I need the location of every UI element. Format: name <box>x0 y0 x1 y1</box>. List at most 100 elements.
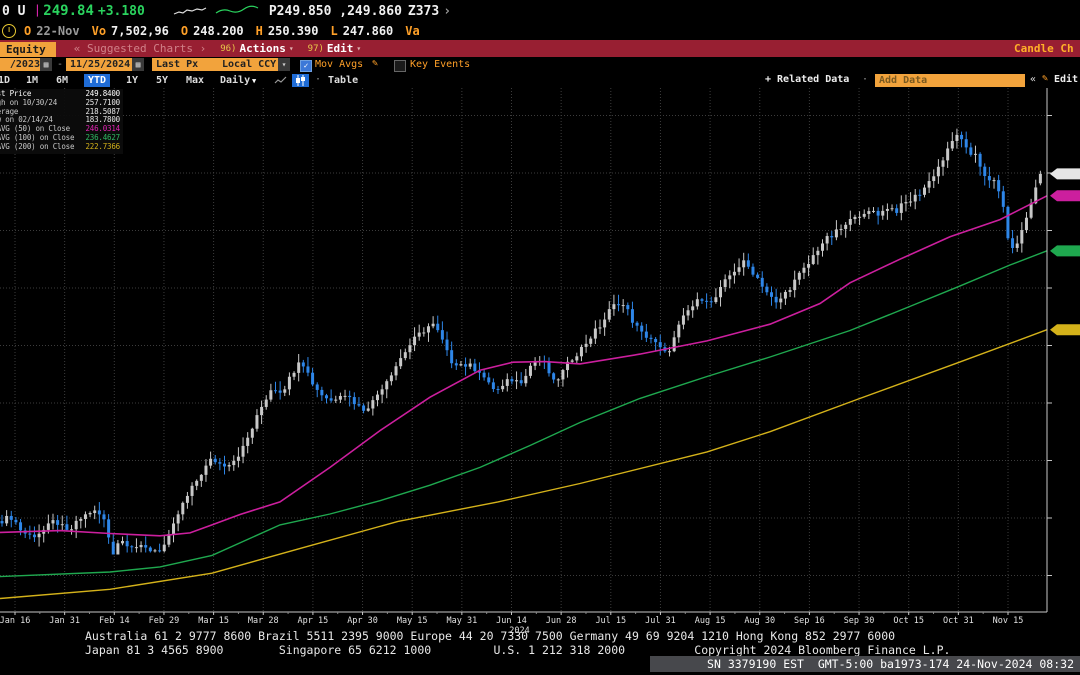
intraday-sparkline-icon <box>173 7 207 15</box>
tick-direction-icon: ᛁ <box>33 3 42 19</box>
related-data-caret: · <box>862 74 869 85</box>
x-tick-label: Apr 15 <box>297 616 329 626</box>
quote-size: Z373 <box>407 3 440 19</box>
legend-value: 257.7100 <box>85 97 120 107</box>
key-events-checkbox[interactable] <box>394 60 406 72</box>
x-tick-label: Feb 29 <box>148 616 180 626</box>
range-max[interactable]: Max <box>186 75 205 86</box>
sma-line <box>0 195 1048 537</box>
ohlc-token: 22-Nov <box>36 24 80 38</box>
range-toolbar: 1D 1M 6M YTD 1Y 5Y Max Daily ▼ · Table +… <box>0 73 1080 88</box>
edit-menu-number: 97) <box>307 43 324 54</box>
range-1m[interactable]: 1M <box>26 75 39 86</box>
x-tick-label: Oct 15 <box>893 616 925 626</box>
x-tick-label: Jul 31 <box>645 616 676 626</box>
edit-chart-button[interactable]: Edit Ch <box>1054 74 1080 85</box>
ohlc-values: O 22-Nov Vo 7,502,96 O 248.200 H 250.390 L 247.86… <box>16 24 420 38</box>
legend-value: 183.7800 <box>85 115 120 125</box>
legend-label: Last Price <box>0 89 32 98</box>
add-data-input[interactable]: Add Data <box>875 74 1025 87</box>
legend-value: 218.5087 <box>85 106 120 116</box>
mov-avgs-pencil-icon[interactable]: ✎ <box>372 58 379 69</box>
chart-settings-toolbar: /2023 ▦ - 11/25/2024 ▦ Last Px Local CCY… <box>0 57 1080 73</box>
field-select[interactable]: Last Px <box>152 58 218 71</box>
suggested-charts-menu[interactable]: « Suggested Charts › <box>73 42 207 55</box>
toolbar-separator-dot: · <box>315 74 322 85</box>
range-6m[interactable]: 6M <box>56 75 69 86</box>
range-1d[interactable]: 1D <box>0 75 11 86</box>
line-chart-icon <box>274 76 287 84</box>
mov-avgs-label[interactable]: Mov Avgs <box>315 59 364 70</box>
related-data-button[interactable]: + Related Data <box>765 74 850 85</box>
x-tick-label: Jul 15 <box>595 616 627 626</box>
x-tick-label: Feb 14 <box>98 616 130 626</box>
moving-average-line <box>0 195 1048 537</box>
legend-row: Last Price 249.8400 <box>0 89 120 99</box>
security-ticker-bar: 0 U ᛁ 249.84 +3.180 P249.850 ,249.860 Z3… <box>0 0 1080 22</box>
actions-caret-icon: ▾ <box>288 44 294 53</box>
x-tick-label: Jan 31 <box>49 616 80 626</box>
moving-average-line <box>0 250 1048 578</box>
frequency-select[interactable]: Daily <box>220 75 251 86</box>
bid-ask: P249.850 ,249.860 <box>268 3 402 19</box>
range-1y[interactable]: 1Y <box>126 75 139 86</box>
currency-select[interactable]: Local CCY <box>218 58 282 71</box>
candle-chart-type-button[interactable] <box>292 74 309 87</box>
date-to-input[interactable]: 11/25/2024 <box>66 58 136 71</box>
axes <box>0 88 1052 615</box>
ohlc-token: Va <box>405 24 420 38</box>
line-chart-type-button[interactable] <box>272 74 289 87</box>
x-tick-label: Mar 28 <box>247 616 279 626</box>
date-from-calendar-icon[interactable]: ▦ <box>40 58 52 71</box>
legend-value: 222.7366 <box>85 141 120 151</box>
x-tick-label: Sep 30 <box>843 616 875 626</box>
date-from-input[interactable]: /2023 <box>0 58 44 71</box>
edit-menu[interactable]: Edit <box>326 42 354 55</box>
table-button[interactable]: Table <box>328 75 359 86</box>
mov-avgs-checkbox[interactable]: ✓ <box>300 60 312 72</box>
x-tick-label: May 15 <box>396 616 428 626</box>
price-change: +3.180 <box>97 3 145 19</box>
range-5y[interactable]: 5Y <box>156 75 169 86</box>
x-tick-label: Mar 15 <box>198 616 229 626</box>
footer-contacts-line1: Australia 61 2 9777 8600 Brazil 5511 239… <box>85 629 896 643</box>
ohlc-token: 248.200 <box>193 24 244 38</box>
x-axis-year-label: 2024 <box>509 626 530 636</box>
gridlines <box>0 88 1047 612</box>
x-tick-label: Aug 15 <box>694 616 726 626</box>
price-marker-tag <box>1050 168 1080 180</box>
alert-clock-icon: ǀ <box>2 24 16 38</box>
ohlc-token: O <box>24 24 32 38</box>
price-axis-markers <box>1050 168 1080 336</box>
candlestick-chart[interactable] <box>0 88 1080 615</box>
currency-caret-icon[interactable]: ▾ <box>278 58 290 71</box>
range-ytd[interactable]: YTD <box>84 74 111 87</box>
ohlc-token: O <box>180 24 189 38</box>
expand-caret-icon[interactable]: › <box>443 3 452 19</box>
sma-line <box>0 329 1048 600</box>
legend-label: Average <box>0 106 19 116</box>
sma-line <box>0 250 1048 578</box>
x-tick-label: May 31 <box>446 616 478 626</box>
legend-row: Average 218.5087 <box>0 106 120 117</box>
key-events-label[interactable]: Key Events <box>410 59 471 70</box>
function-name-label: Candle Ch <box>1014 42 1074 55</box>
ohlc-token: L <box>330 24 338 38</box>
actions-menu-number: 96) <box>220 43 237 54</box>
ohlc-token: 247.860 <box>342 24 394 38</box>
last-price: 249.84 <box>43 3 94 19</box>
footer-session-info: SN 3379190 EST GMT-5:00 ba1973-174 24-No… <box>650 656 1080 672</box>
tab-equity[interactable]: Equity <box>0 41 56 57</box>
edit-caret-icon: ▾ <box>356 44 362 53</box>
actions-menu[interactable]: Actions <box>239 42 286 55</box>
date-to-calendar-icon[interactable]: ▦ <box>132 58 144 71</box>
price-marker-tag <box>1050 324 1080 336</box>
edit-chart-pencil-icon[interactable]: ✎ <box>1042 73 1049 84</box>
legend-label: High on 10/30/24 <box>0 97 58 107</box>
x-tick-label: Oct 31 <box>942 616 974 626</box>
legend-label: SMAVG (50) on Close <box>0 124 70 134</box>
trend-sparkline-icon <box>215 5 259 14</box>
moving-average-line <box>0 329 1048 600</box>
collapse-panel-button[interactable]: « <box>1030 74 1037 85</box>
